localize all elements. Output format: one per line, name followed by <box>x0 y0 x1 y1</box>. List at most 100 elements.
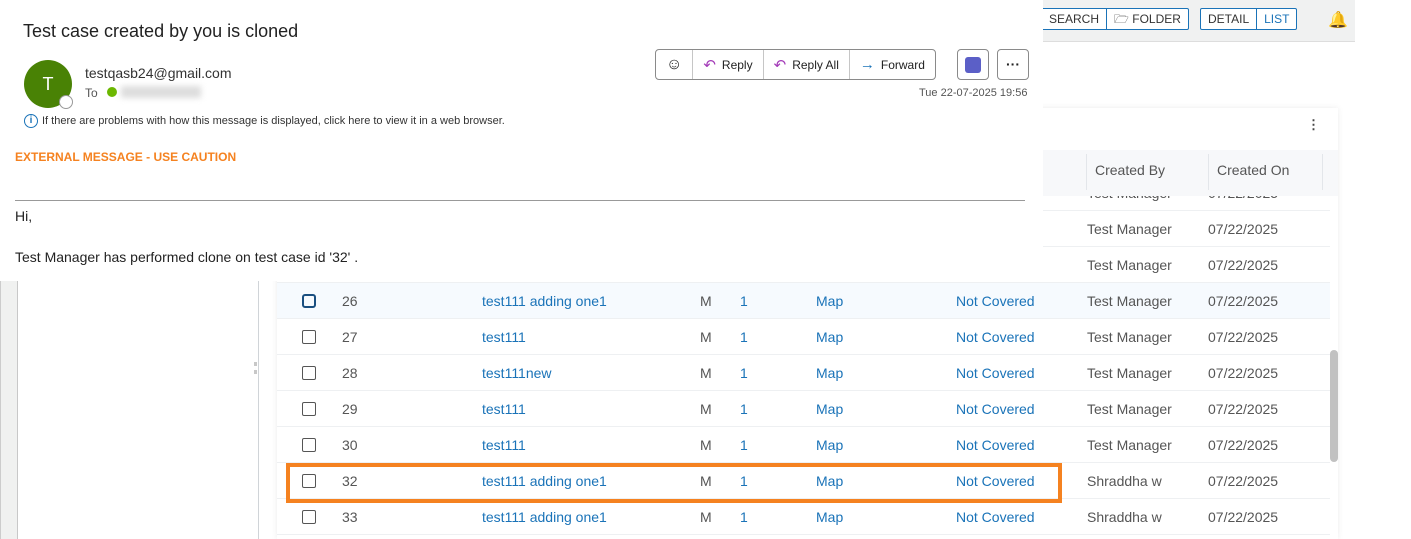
test-case-title-link[interactable]: test111 <box>482 329 526 345</box>
version[interactable]: 1 <box>740 293 748 309</box>
divider <box>15 200 1025 201</box>
folder-label: FOLDER <box>1132 12 1181 26</box>
column-divider <box>1322 154 1323 190</box>
folder-button[interactable]: 🗁 FOLDER <box>1114 12 1181 26</box>
table-row[interactable]: Test Manager 07/22/2025 <box>277 247 1330 283</box>
highlight-box <box>286 463 1062 503</box>
table-row[interactable]: 32 test111 adding one1 M 1 Map Not Cover… <box>277 463 1330 499</box>
version[interactable]: 1 <box>740 509 748 525</box>
teams-button[interactable] <box>957 49 989 80</box>
test-type: M <box>700 401 712 417</box>
created-on: 07/22/2025 <box>1208 221 1279 237</box>
test-case-title-link[interactable]: test111 adding one1 <box>482 473 607 489</box>
version[interactable]: 1 <box>740 473 748 489</box>
test-type: M <box>700 473 712 489</box>
search-button[interactable]: SEARCH <box>1042 9 1108 29</box>
created-by: Test Manager <box>1087 365 1172 381</box>
email-body: Test Manager has performed clone on test… <box>15 249 359 265</box>
created-by: Shraddha w <box>1087 473 1162 489</box>
resize-handle[interactable] <box>254 362 257 374</box>
reply-all-icon: ↶ <box>773 56 787 74</box>
row-checkbox[interactable] <box>302 474 316 488</box>
reply-label: Reply <box>721 57 753 72</box>
map-link[interactable]: Map <box>816 401 844 417</box>
created-on: 07/22/2025 <box>1208 509 1279 525</box>
map-link[interactable]: Map <box>816 437 844 453</box>
coverage-link[interactable]: Not Covered <box>956 437 1035 453</box>
forward-icon: → <box>859 56 875 73</box>
table-row[interactable]: 33 test111 adding one1 M 1 Map Not Cover… <box>277 499 1330 535</box>
created-by: Test Manager <box>1087 401 1172 417</box>
reply-button[interactable]: ↶ Reply <box>693 50 764 79</box>
row-checkbox[interactable] <box>302 330 316 344</box>
more-actions-button[interactable]: ··· <box>997 49 1029 80</box>
column-divider <box>1208 154 1209 190</box>
recipient-status-icon <box>107 87 117 97</box>
test-case-title-link[interactable]: test111 <box>482 437 526 453</box>
test-case-title-link[interactable]: test111 adding one1 <box>482 509 607 525</box>
map-link[interactable]: Map <box>816 329 844 345</box>
coverage-link[interactable]: Not Covered <box>956 401 1035 417</box>
created-on: 07/22/2025 <box>1208 365 1279 381</box>
presence-icon <box>59 95 73 109</box>
column-created-by[interactable]: Created By <box>1095 162 1166 178</box>
reply-all-button[interactable]: ↶ Reply All <box>764 50 850 79</box>
reply-icon: ↶ <box>703 56 716 74</box>
column-created-on[interactable]: Created On <box>1217 162 1290 178</box>
table-row[interactable]: 30 test111 M 1 Map Not Covered Test Mana… <box>277 427 1330 463</box>
version[interactable]: 1 <box>740 437 748 453</box>
table-row[interactable]: 28 test111new M 1 Map Not Covered Test M… <box>277 355 1330 391</box>
created-on: 07/22/2025 <box>1208 473 1279 489</box>
list-view-button[interactable]: LIST <box>1264 12 1290 26</box>
version[interactable]: 1 <box>740 401 748 417</box>
row-checkbox[interactable] <box>302 294 316 308</box>
test-type: M <box>700 329 712 345</box>
coverage-link[interactable]: Not Covered <box>956 473 1035 489</box>
test-case-title-link[interactable]: test111 <box>482 401 526 417</box>
table-row[interactable]: 26 test111 adding one1 M 1 Map Not Cover… <box>277 283 1330 319</box>
recipient-redacted[interactable] <box>121 86 201 98</box>
emoji-button[interactable]: ☺ <box>656 50 694 79</box>
row-checkbox[interactable] <box>302 366 316 380</box>
info-notice-text[interactable]: If there are problems with how this mess… <box>42 115 505 127</box>
info-notice[interactable]: i If there are problems with how this mes… <box>24 114 505 128</box>
map-link[interactable]: Map <box>816 509 844 525</box>
created-on: 07/22/2025 <box>1208 401 1279 417</box>
bell-icon[interactable]: 🔔 <box>1328 12 1348 29</box>
row-checkbox[interactable] <box>302 510 316 524</box>
detail-view-button[interactable]: DETAIL <box>1201 9 1258 29</box>
coverage-link[interactable]: Not Covered <box>956 509 1035 525</box>
map-link[interactable]: Map <box>816 365 844 381</box>
version[interactable]: 1 <box>740 329 748 345</box>
smiley-icon: ☺ <box>666 55 683 73</box>
test-type: M <box>700 293 712 309</box>
to-label: To <box>85 86 98 100</box>
row-checkbox[interactable] <box>302 402 316 416</box>
created-on: 07/22/2025 <box>1208 437 1279 453</box>
row-checkbox[interactable] <box>302 438 316 452</box>
forward-button[interactable]: → Forward <box>850 50 935 79</box>
created-by: Shraddha w <box>1087 509 1162 525</box>
created-by: Test Manager <box>1087 437 1172 453</box>
coverage-link[interactable]: Not Covered <box>956 365 1035 381</box>
table-row[interactable]: 29 test111 M 1 Map Not Covered Test Mana… <box>277 391 1330 427</box>
test-case-id: 30 <box>342 437 358 453</box>
coverage-link[interactable]: Not Covered <box>956 329 1035 345</box>
test-case-title-link[interactable]: test111 adding one1 <box>482 293 607 309</box>
map-link[interactable]: Map <box>816 293 844 309</box>
test-case-title-link[interactable]: test111new <box>482 365 552 381</box>
column-divider <box>1086 154 1087 190</box>
test-case-id: 26 <box>342 293 358 309</box>
sender-email[interactable]: testqasb24@gmail.com <box>85 65 232 81</box>
created-by: Test Manager <box>1087 257 1172 273</box>
test-type: M <box>700 437 712 453</box>
test-case-id: 29 <box>342 401 358 417</box>
vertical-scrollbar[interactable] <box>1330 350 1338 462</box>
table-row[interactable]: 27 test111 M 1 Map Not Covered Test Mana… <box>277 319 1330 355</box>
map-link[interactable]: Map <box>816 473 844 489</box>
external-warning: EXTERNAL MESSAGE - USE CAUTION <box>15 150 237 164</box>
search-folder-group: SEARCH 🗁 FOLDER <box>1041 8 1189 30</box>
coverage-link[interactable]: Not Covered <box>956 293 1035 309</box>
more-options-icon[interactable]: ⋮ <box>1307 117 1320 132</box>
version[interactable]: 1 <box>740 365 748 381</box>
